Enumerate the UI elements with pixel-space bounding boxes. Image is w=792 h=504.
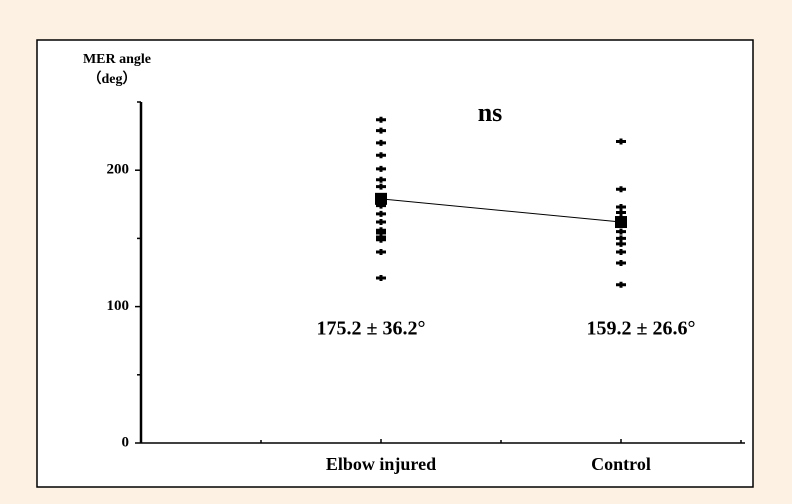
y-axis-label: （deg） <box>88 71 137 87</box>
data-point <box>616 209 626 216</box>
data-point <box>616 249 626 256</box>
mean-label: 175.2 ± 36.2° <box>317 318 426 340</box>
data-point <box>616 186 626 193</box>
data-point <box>616 235 626 242</box>
mean-marker <box>615 216 627 229</box>
data-point <box>376 152 386 159</box>
mean-line <box>380 198 622 223</box>
data-point <box>616 259 626 266</box>
x-tick-label: Control <box>591 454 651 474</box>
y-tick-label: 100 <box>107 298 130 314</box>
mean-marker <box>375 192 387 205</box>
data-point <box>376 165 386 172</box>
annotation: ns <box>478 98 503 127</box>
y-axis-label: MER angle <box>83 52 151 67</box>
data-point <box>376 274 386 281</box>
data-point <box>376 210 386 217</box>
data-point <box>616 228 626 235</box>
data-point <box>376 139 386 146</box>
data-point <box>376 116 386 123</box>
data-point <box>616 138 626 145</box>
data-point <box>376 219 386 226</box>
y-tick-label: 200 <box>107 162 130 178</box>
plot-frame <box>36 39 754 488</box>
data-point <box>616 204 626 211</box>
data-point <box>376 176 386 183</box>
data-point <box>376 127 386 134</box>
data-point <box>376 183 386 190</box>
mean-label: 159.2 ± 26.6° <box>587 318 696 340</box>
x-tick-label: Elbow injured <box>326 454 436 474</box>
y-tick-label: 0 <box>122 434 130 450</box>
data-point <box>616 281 626 288</box>
data-point <box>376 236 386 243</box>
data-point <box>376 249 386 256</box>
data-point <box>616 240 626 247</box>
